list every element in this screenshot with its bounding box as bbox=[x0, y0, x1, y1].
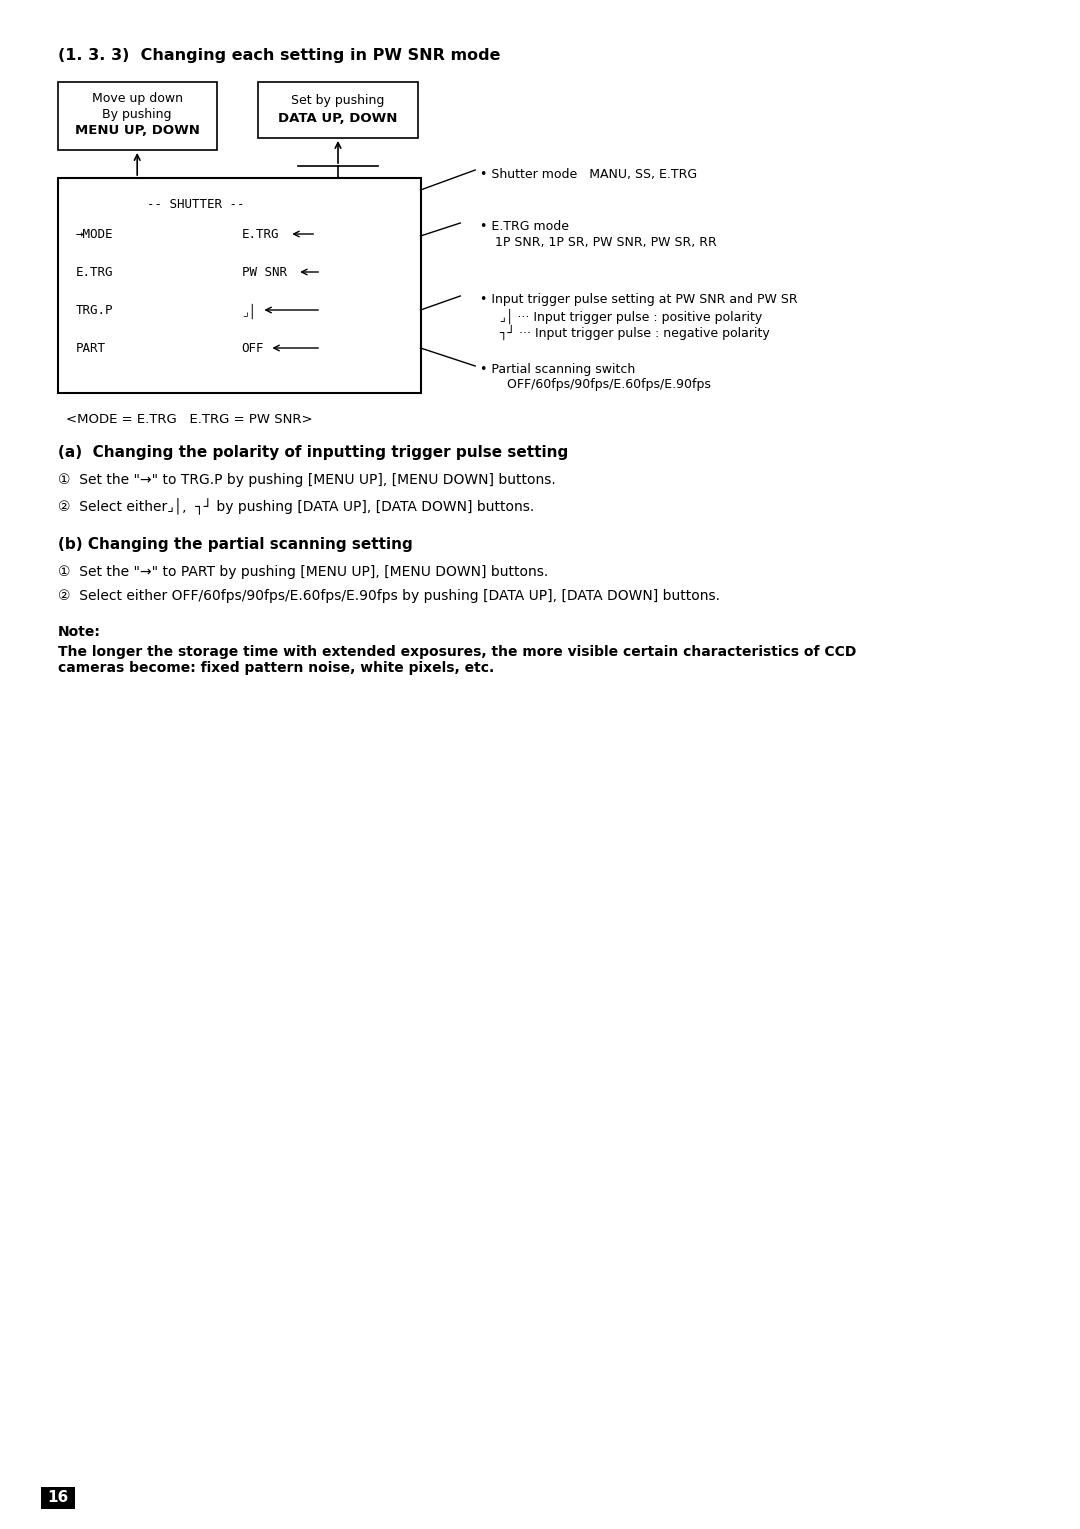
Text: E.TRG: E.TRG bbox=[76, 266, 113, 278]
Text: Note:: Note: bbox=[57, 625, 100, 639]
Text: (1. 3. 3)  Changing each setting in PW SNR mode: (1. 3. 3) Changing each setting in PW SN… bbox=[57, 47, 500, 63]
Text: -- SHUTTER --: -- SHUTTER -- bbox=[147, 197, 244, 211]
Text: • Shutter mode   MANU, SS, E.TRG: • Shutter mode MANU, SS, E.TRG bbox=[481, 168, 698, 180]
Text: 16: 16 bbox=[48, 1491, 68, 1506]
Text: 1P SNR, 1P SR, PW SNR, PW SR, RR: 1P SNR, 1P SR, PW SNR, PW SR, RR bbox=[495, 235, 717, 249]
Bar bbox=[41, 1488, 75, 1509]
Text: ⌟│ ··· Input trigger pulse : positive polarity: ⌟│ ··· Input trigger pulse : positive po… bbox=[488, 309, 762, 324]
Text: DATA UP, DOWN: DATA UP, DOWN bbox=[279, 112, 397, 125]
Text: (b) Changing the partial scanning setting: (b) Changing the partial scanning settin… bbox=[57, 537, 413, 552]
Text: • Input trigger pulse setting at PW SNR and PW SR: • Input trigger pulse setting at PW SNR … bbox=[481, 294, 798, 306]
Text: Set by pushing: Set by pushing bbox=[292, 93, 384, 107]
Text: ①  Set the "→" to TRG.P by pushing [MENU UP], [MENU DOWN] buttons.: ① Set the "→" to TRG.P by pushing [MENU … bbox=[57, 472, 555, 488]
Text: MENU UP, DOWN: MENU UP, DOWN bbox=[75, 124, 200, 138]
Text: • Partial scanning switch: • Partial scanning switch bbox=[481, 362, 635, 376]
Text: E.TRG: E.TRG bbox=[242, 228, 279, 242]
Text: PART: PART bbox=[76, 342, 106, 355]
Text: ②  Select either OFF/60fps/90fps/E.60fps/E.90fps by pushing [DATA UP], [DATA DOW: ② Select either OFF/60fps/90fps/E.60fps/… bbox=[57, 589, 719, 602]
Text: OFF: OFF bbox=[242, 342, 265, 355]
Text: Move up down: Move up down bbox=[92, 92, 183, 106]
Text: (a)  Changing the polarity of inputting trigger pulse setting: (a) Changing the polarity of inputting t… bbox=[57, 445, 568, 460]
Text: By pushing: By pushing bbox=[103, 109, 172, 121]
Text: The longer the storage time with extended exposures, the more visible certain ch: The longer the storage time with extende… bbox=[57, 645, 856, 676]
Text: <MODE = E.TRG   E.TRG = PW SNR>: <MODE = E.TRG E.TRG = PW SNR> bbox=[66, 413, 312, 427]
Text: ②  Select either⌟│,  ┐┘ by pushing [DATA UP], [DATA DOWN] buttons.: ② Select either⌟│, ┐┘ by pushing [DATA U… bbox=[57, 497, 534, 514]
Bar bbox=[57, 177, 420, 393]
Text: ①  Set the "→" to PART by pushing [MENU UP], [MENU DOWN] buttons.: ① Set the "→" to PART by pushing [MENU U… bbox=[57, 566, 548, 579]
Text: PW SNR: PW SNR bbox=[242, 266, 286, 278]
Text: TRG.P: TRG.P bbox=[76, 304, 113, 317]
Text: →MODE: →MODE bbox=[76, 228, 113, 242]
Bar bbox=[258, 83, 418, 138]
Text: OFF/60fps/90fps/E.60fps/E.90fps: OFF/60fps/90fps/E.60fps/E.90fps bbox=[495, 378, 711, 391]
Bar bbox=[57, 83, 217, 150]
Text: ⌟│: ⌟│ bbox=[242, 304, 257, 320]
Text: ┐┘ ··· Input trigger pulse : negative polarity: ┐┘ ··· Input trigger pulse : negative po… bbox=[488, 326, 770, 341]
Text: • E.TRG mode: • E.TRG mode bbox=[481, 220, 569, 232]
